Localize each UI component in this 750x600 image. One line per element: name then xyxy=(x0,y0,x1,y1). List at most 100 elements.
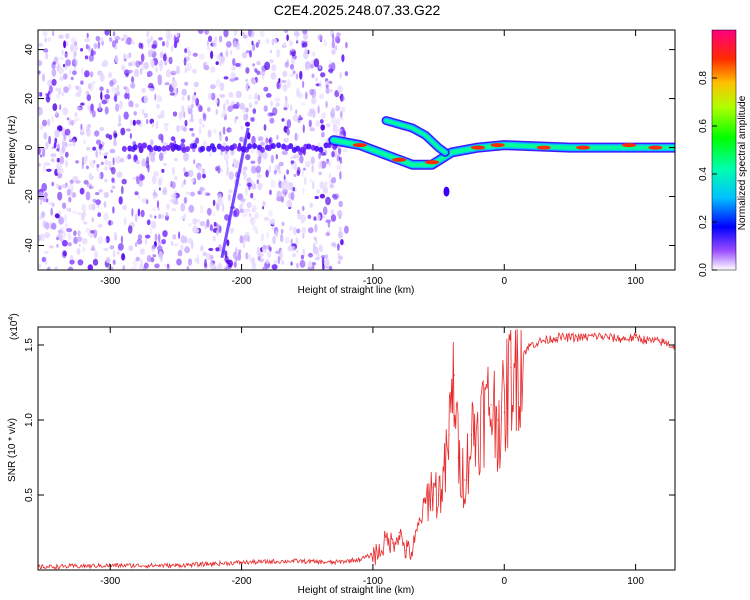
noise-speckle xyxy=(206,207,212,216)
colorbar: 0.0 0.2 0.4 0.6 0.8 Normalized spectral ampl… xyxy=(698,29,748,277)
noise-speckle xyxy=(295,73,299,80)
noise-speckle xyxy=(104,106,109,115)
noise-speckle xyxy=(151,220,157,229)
noise-speckle xyxy=(105,235,110,244)
noise-speckle xyxy=(254,92,258,100)
noise-speckle xyxy=(146,156,150,164)
noise-speckle xyxy=(156,103,160,110)
noise-speckle xyxy=(120,127,126,136)
noise-speckle xyxy=(50,153,57,158)
noise-speckle xyxy=(171,207,176,212)
noise-speckle xyxy=(312,243,316,250)
noise-speckle xyxy=(275,230,278,239)
noise-speckle xyxy=(66,188,71,196)
noise-speckle xyxy=(245,50,250,54)
noise-speckle xyxy=(104,30,110,36)
noise-speckle xyxy=(184,236,188,244)
noise-speckle xyxy=(229,128,232,133)
signal-blob xyxy=(224,145,230,152)
snr-data-point xyxy=(543,339,545,342)
noise-speckle xyxy=(267,112,274,117)
noise-speckle xyxy=(194,257,200,263)
noise-speckle xyxy=(286,169,289,175)
noise-speckle xyxy=(331,49,336,55)
noise-speckle xyxy=(157,233,161,243)
noise-speckle xyxy=(293,173,297,177)
noise-speckle xyxy=(256,173,262,179)
noise-speckle xyxy=(72,210,77,215)
noise-speckle xyxy=(63,40,67,49)
noise-speckle xyxy=(225,260,230,264)
noise-speckle xyxy=(243,34,248,39)
noise-speckle xyxy=(91,80,96,85)
noise-speckle xyxy=(44,250,49,254)
noise-speckle xyxy=(73,230,77,236)
hot-spot xyxy=(392,157,407,162)
noise-speckle xyxy=(40,213,43,218)
noise-speckle xyxy=(95,35,101,42)
noise-speckle xyxy=(286,128,290,136)
noise-speckle xyxy=(213,221,217,227)
noise-speckle xyxy=(239,102,245,110)
noise-speckle xyxy=(256,248,261,257)
noise-speckle xyxy=(290,245,296,252)
snr-xlabel: Height of straight line (km) xyxy=(298,585,415,596)
noise-speckle xyxy=(112,31,116,37)
noise-speckle xyxy=(195,97,200,106)
noise-speckle xyxy=(232,104,239,109)
noise-speckle xyxy=(171,181,176,189)
noise-speckle xyxy=(233,30,238,37)
noise-speckle xyxy=(183,152,189,162)
noise-speckle xyxy=(50,207,53,216)
noise-speckle xyxy=(295,237,299,246)
noise-speckle xyxy=(153,171,159,177)
noise-speckle xyxy=(126,37,132,45)
noise-speckle xyxy=(85,128,91,137)
noise-speckle xyxy=(57,62,61,69)
noise-speckle xyxy=(121,178,127,185)
noise-speckle xyxy=(338,200,343,208)
noise-speckle xyxy=(99,126,104,132)
noise-speckle xyxy=(302,42,308,48)
noise-speckle xyxy=(246,201,252,209)
noise-speckle xyxy=(276,81,280,90)
noise-speckle xyxy=(130,221,135,226)
noise-speckle xyxy=(307,49,310,55)
spectrogram-frame xyxy=(37,29,676,271)
noise-speckle xyxy=(234,77,239,81)
noise-speckle xyxy=(215,109,218,115)
hot-spot xyxy=(576,145,591,150)
noise-speckle xyxy=(315,239,318,245)
noise-speckle xyxy=(297,92,304,99)
hot-spot xyxy=(490,143,505,148)
noise-speckle xyxy=(338,226,343,231)
noise-speckle xyxy=(80,80,84,85)
noise-speckle xyxy=(311,51,316,57)
noise-speckle xyxy=(284,30,289,34)
noise-speckle xyxy=(290,57,296,65)
noise-speckle xyxy=(143,112,148,119)
noise-speckle xyxy=(302,124,305,134)
signal-blob xyxy=(161,145,167,152)
snr-data-point xyxy=(661,341,663,343)
noise-speckle xyxy=(132,260,138,267)
noise-speckle xyxy=(149,214,153,218)
noise-speckle xyxy=(50,222,57,230)
noise-speckle xyxy=(61,49,64,56)
noise-speckle xyxy=(212,128,217,134)
noise-speckle xyxy=(166,263,170,268)
snr-data-point xyxy=(516,359,519,361)
noise-speckle xyxy=(339,171,342,180)
noise-speckle xyxy=(319,93,324,99)
noise-speckle xyxy=(307,112,311,117)
noise-speckle xyxy=(302,33,309,40)
noise-speckle xyxy=(87,83,92,90)
noise-speckle xyxy=(104,94,111,100)
noise-speckle xyxy=(120,185,124,195)
noise-speckle xyxy=(289,225,293,232)
noise-speckle xyxy=(129,133,132,139)
noise-speckle xyxy=(123,34,128,39)
noise-speckle xyxy=(128,100,134,108)
noise-speckle xyxy=(137,234,143,240)
noise-speckle xyxy=(193,159,196,165)
